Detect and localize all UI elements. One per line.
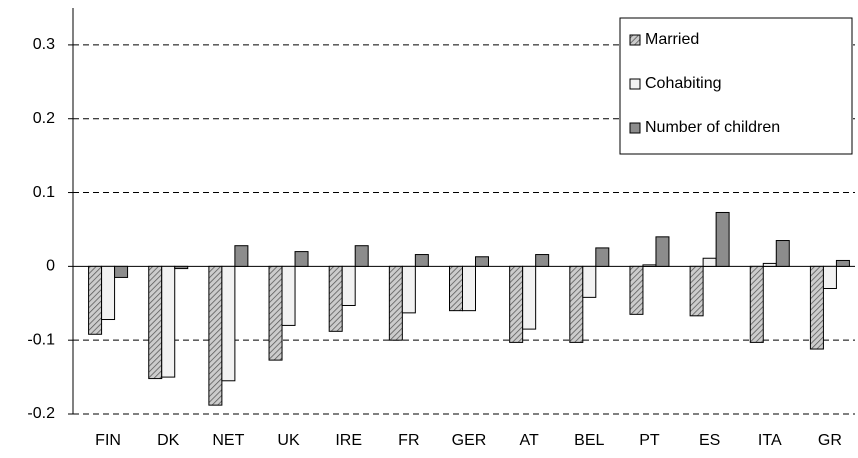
bar — [148, 265, 163, 380]
bar — [822, 265, 837, 290]
legend-label: Married — [645, 31, 699, 48]
y-tick-label: -0.1 — [27, 331, 55, 348]
x-tick-label: FR — [398, 432, 419, 449]
bar — [414, 254, 429, 267]
bar — [835, 259, 850, 267]
x-tick-label: DK — [157, 432, 180, 449]
bar — [88, 265, 103, 335]
bar — [569, 265, 584, 343]
bar — [268, 265, 283, 361]
bar — [775, 240, 790, 267]
bar — [655, 236, 670, 267]
x-tick-label: ITA — [758, 432, 782, 449]
bar — [208, 265, 223, 406]
bar — [582, 265, 597, 298]
x-tick-label: UK — [277, 432, 300, 449]
bar — [809, 265, 824, 350]
bar — [595, 247, 610, 267]
bar — [101, 265, 116, 321]
bar — [642, 264, 657, 267]
bar — [161, 265, 176, 378]
y-tick-label: 0.2 — [33, 110, 55, 127]
bar — [702, 257, 717, 267]
x-tick-label: GER — [452, 432, 487, 449]
legend-label: Cohabiting — [645, 75, 722, 92]
bar — [462, 265, 476, 312]
bar — [715, 211, 730, 267]
legend: Married Cohabiting Number of children — [619, 17, 853, 155]
bar — [341, 265, 356, 306]
bar — [522, 265, 537, 330]
bar — [475, 256, 489, 267]
legend-swatch — [629, 78, 641, 90]
x-tick-label: AT — [520, 432, 539, 449]
bar — [328, 265, 343, 332]
bar — [689, 265, 704, 317]
bar — [114, 265, 129, 278]
bar — [281, 265, 296, 326]
bar — [535, 254, 550, 267]
legend-label: Number of children — [645, 119, 780, 136]
legend-box — [619, 17, 853, 155]
x-tick-label: FIN — [95, 432, 121, 449]
bar — [762, 262, 777, 267]
bar — [509, 265, 524, 343]
bar — [354, 245, 369, 267]
plot-area: -0.2 -0.1 0 0.1 0.2 0.3 FIN DK NET UK IRE FR GER AT BE… — [27, 8, 855, 449]
y-tick-label: 0 — [46, 258, 55, 275]
legend-swatch — [629, 34, 641, 46]
y-tick-label: 0.1 — [33, 184, 55, 201]
bar — [449, 265, 463, 312]
bar — [629, 265, 644, 315]
bar — [749, 265, 764, 343]
bar — [294, 251, 309, 267]
y-tick-label: -0.2 — [27, 405, 55, 422]
bar — [174, 265, 189, 270]
x-tick-label: BEL — [574, 432, 604, 449]
x-tick-label: NET — [212, 432, 244, 449]
y-tick-label: 0.3 — [33, 36, 55, 53]
bar — [388, 265, 403, 341]
x-tick-label: IRE — [335, 432, 362, 449]
x-tick-label: GR — [818, 432, 842, 449]
bar — [221, 265, 236, 382]
bar — [401, 265, 416, 314]
x-tick-label: ES — [699, 432, 720, 449]
bar — [234, 245, 249, 267]
x-tick-label: PT — [639, 432, 660, 449]
legend-swatch — [629, 122, 641, 134]
